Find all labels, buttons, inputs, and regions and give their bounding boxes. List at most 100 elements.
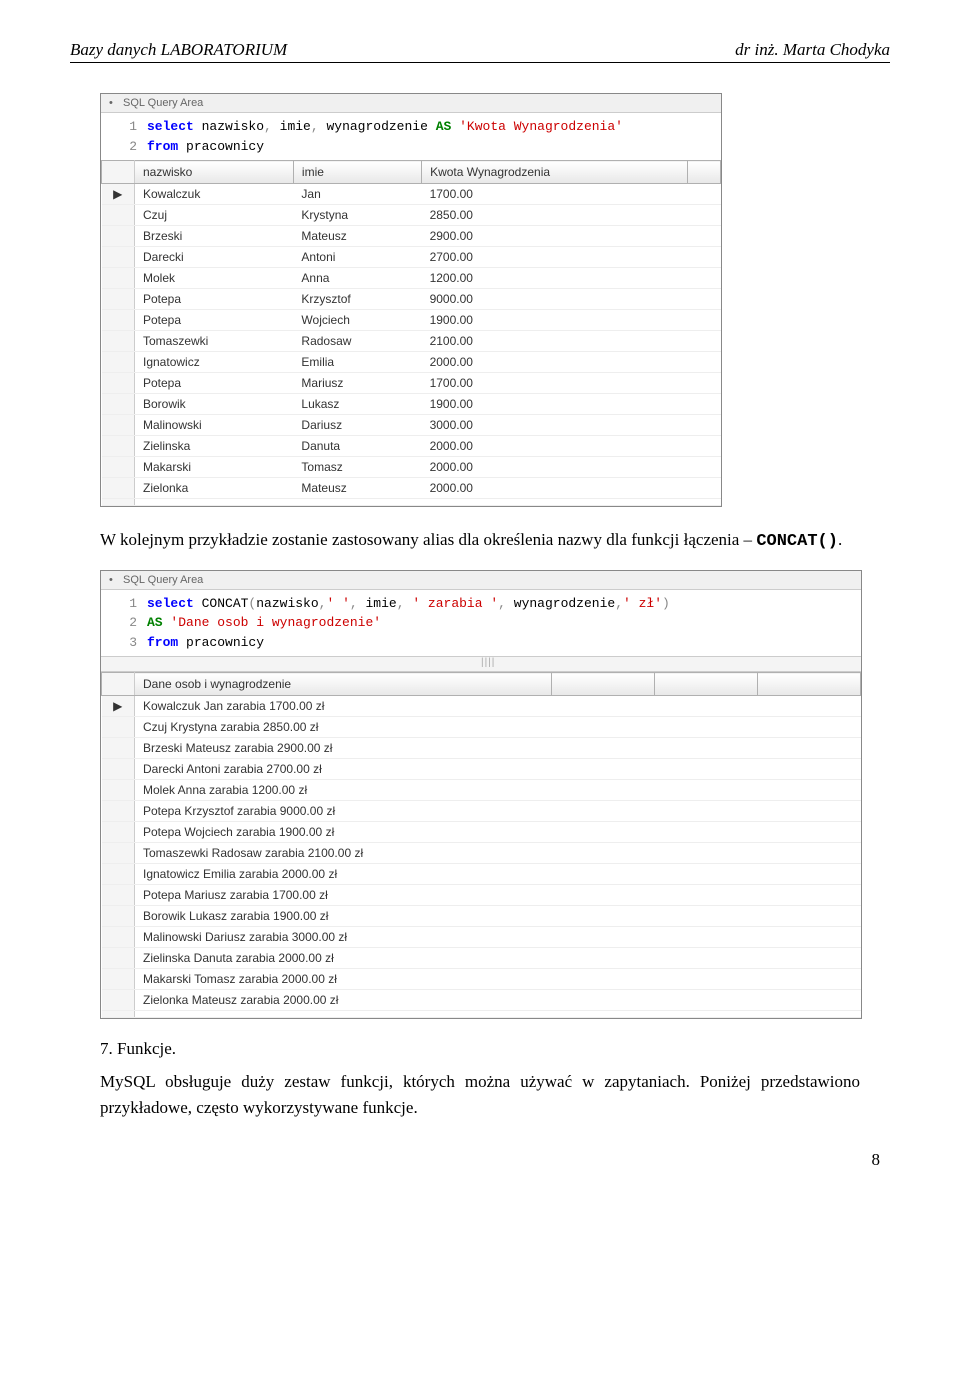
table-cell: Brzeski Mateusz zarabia 2900.00 zł (135, 738, 552, 759)
table-cell: 2100.00 (422, 331, 688, 352)
table-row: Borowik Lukasz zarabia 1900.00 zł (102, 906, 861, 927)
header-right: dr inż. Marta Chodyka (735, 40, 890, 60)
table-cell: 2000.00 (422, 478, 688, 499)
table-row: BorowikLukasz1900.00 (102, 394, 721, 415)
table-cell: Borowik Lukasz zarabia 1900.00 zł (135, 906, 552, 927)
sql-area-label: •SQL Query Area (101, 94, 721, 113)
paragraph-concat: W kolejnym przykładzie zostanie zastosow… (100, 527, 860, 555)
table-cell: Potepa (135, 373, 294, 394)
table-cell: Ignatowicz Emilia zarabia 2000.00 zł (135, 864, 552, 885)
section-7-title: 7. Funkcje. (100, 1039, 860, 1059)
table-cell: 3000.00 (422, 415, 688, 436)
column-header: Kwota Wynagrodzenia (422, 161, 688, 184)
table-row: MolekAnna1200.00 (102, 268, 721, 289)
sql-screenshot-1: •SQL Query Area 1select nazwisko, imie, … (100, 93, 722, 507)
table-cell: Radosaw (293, 331, 421, 352)
table-row: Brzeski Mateusz zarabia 2900.00 zł (102, 738, 861, 759)
table-cell: Tomaszewki Radosaw zarabia 2100.00 zł (135, 843, 552, 864)
table-cell: Makarski Tomasz zarabia 2000.00 zł (135, 969, 552, 990)
table-cell: Wojciech (293, 310, 421, 331)
table-cell: Malinowski Dariusz zarabia 3000.00 zł (135, 927, 552, 948)
table-cell: Molek (135, 268, 294, 289)
table-row: Zielinska Danuta zarabia 2000.00 zł (102, 948, 861, 969)
table-cell: 1700.00 (422, 184, 688, 205)
table-cell: Molek Anna zarabia 1200.00 zł (135, 780, 552, 801)
sql-code-2: 1select CONCAT(nazwisko,' ', imie, ' zar… (101, 590, 861, 657)
sql-area-label-2: •SQL Query Area (101, 571, 861, 590)
table-cell: Potepa Wojciech zarabia 1900.00 zł (135, 822, 552, 843)
table-row: Malinowski Dariusz zarabia 3000.00 zł (102, 927, 861, 948)
table-row: PotepaKrzysztof9000.00 (102, 289, 721, 310)
table-row: Potepa Wojciech zarabia 1900.00 zł (102, 822, 861, 843)
table-cell: Zielinska (135, 436, 294, 457)
table-cell: 9000.00 (422, 289, 688, 310)
table-cell: Makarski (135, 457, 294, 478)
table-cell: Zielonka Mateusz zarabia 2000.00 zł (135, 990, 552, 1011)
table-cell: 2000.00 (422, 457, 688, 478)
column-header (758, 673, 861, 696)
column-header (552, 673, 655, 696)
table-row: Tomaszewki Radosaw zarabia 2100.00 zł (102, 843, 861, 864)
table-cell: Potepa (135, 310, 294, 331)
table-row: MakarskiTomasz2000.00 (102, 457, 721, 478)
table-row: Darecki Antoni zarabia 2700.00 zł (102, 759, 861, 780)
column-header (655, 673, 758, 696)
table-cell: Borowik (135, 394, 294, 415)
table-row: MalinowskiDariusz3000.00 (102, 415, 721, 436)
table-row: Czuj Krystyna zarabia 2850.00 zł (102, 717, 861, 738)
table-cell: Mateusz (293, 478, 421, 499)
table-cell: Zielonka (135, 478, 294, 499)
table-cell: Mariusz (293, 373, 421, 394)
table-cell: 2700.00 (422, 247, 688, 268)
table-row: BrzeskiMateusz2900.00 (102, 226, 721, 247)
table-cell: Malinowski (135, 415, 294, 436)
page-header: Bazy danych LABORATORIUM dr inż. Marta C… (70, 40, 890, 63)
table-cell: 2900.00 (422, 226, 688, 247)
table-cell: Jan (293, 184, 421, 205)
section-7-text: MySQL obsługuje duży zestaw funkcji, któ… (100, 1069, 860, 1120)
table-cell: Ignatowicz (135, 352, 294, 373)
table-cell: 2000.00 (422, 352, 688, 373)
table-cell: Zielinska Danuta zarabia 2000.00 zł (135, 948, 552, 969)
table-cell: Czuj (135, 205, 294, 226)
table-cell: Czuj Krystyna zarabia 2850.00 zł (135, 717, 552, 738)
column-header: nazwisko (135, 161, 294, 184)
table-cell: Darecki Antoni zarabia 2700.00 zł (135, 759, 552, 780)
table-cell: Lukasz (293, 394, 421, 415)
header-left: Bazy danych LABORATORIUM (70, 40, 287, 60)
table-row: ZielinskaDanuta2000.00 (102, 436, 721, 457)
table-cell: Danuta (293, 436, 421, 457)
column-header: Dane osob i wynagrodzenie (135, 673, 552, 696)
table-cell: Potepa (135, 289, 294, 310)
table-row: PotepaMariusz1700.00 (102, 373, 721, 394)
table-cell: 1700.00 (422, 373, 688, 394)
table-row: ▶KowalczukJan1700.00 (102, 184, 721, 205)
table-row: PotepaWojciech1900.00 (102, 310, 721, 331)
table-row: Molek Anna zarabia 1200.00 zł (102, 780, 861, 801)
table-cell: Potepa Krzysztof zarabia 9000.00 zł (135, 801, 552, 822)
table-cell: Antoni (293, 247, 421, 268)
table-row: Ignatowicz Emilia zarabia 2000.00 zł (102, 864, 861, 885)
sql-code-1: 1select nazwisko, imie, wynagrodzenie AS… (101, 113, 721, 160)
table-row: Makarski Tomasz zarabia 2000.00 zł (102, 969, 861, 990)
table-row: ▶Kowalczuk Jan zarabia 1700.00 zł (102, 696, 861, 717)
table-cell: 2000.00 (422, 436, 688, 457)
scroll-separator (101, 656, 861, 672)
table-cell: 2850.00 (422, 205, 688, 226)
table-row: DareckiAntoni2700.00 (102, 247, 721, 268)
table-row: CzujKrystyna2850.00 (102, 205, 721, 226)
table-cell: Dariusz (293, 415, 421, 436)
result-table-1: nazwiskoimieKwota Wynagrodzenia ▶Kowalcz… (101, 160, 721, 506)
table-cell: Mateusz (293, 226, 421, 247)
table-cell: Kowalczuk Jan zarabia 1700.00 zł (135, 696, 552, 717)
table-row: IgnatowiczEmilia2000.00 (102, 352, 721, 373)
table-row: Potepa Mariusz zarabia 1700.00 zł (102, 885, 861, 906)
table-cell: Tomasz (293, 457, 421, 478)
result-table-2: Dane osob i wynagrodzenie ▶Kowalczuk Jan… (101, 672, 861, 1018)
table-cell: 1200.00 (422, 268, 688, 289)
table-cell: Krystyna (293, 205, 421, 226)
table-row: ZielonkaMateusz2000.00 (102, 478, 721, 499)
column-header (687, 161, 720, 184)
table-cell: Brzeski (135, 226, 294, 247)
table-row: Potepa Krzysztof zarabia 9000.00 zł (102, 801, 861, 822)
